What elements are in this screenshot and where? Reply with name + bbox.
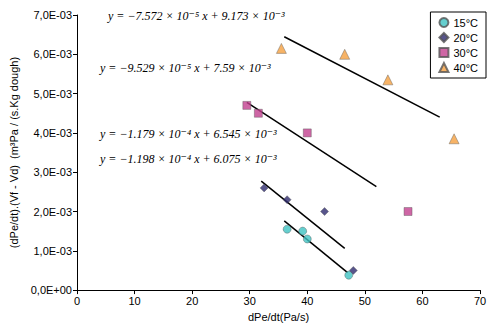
svg-text:50: 50 [359, 295, 371, 307]
svg-text:5,0E-03: 5,0E-03 [33, 88, 72, 100]
svg-text:20°C: 20°C [453, 32, 478, 44]
svg-text:70: 70 [474, 295, 486, 307]
svg-text:15°C: 15°C [453, 17, 478, 29]
svg-text:y = −1.179 × 10⁻⁴ x + 6.545 ×: y = −1.179 × 10⁻⁴ x + 6.545 × 10⁻³ [99, 127, 277, 141]
svg-text:y = −1.198 × 10⁻⁴ x + 6.075 ×: y = −1.198 × 10⁻⁴ x + 6.075 × 10⁻³ [99, 152, 277, 166]
svg-text:4,0E-03: 4,0E-03 [33, 127, 72, 139]
svg-text:30: 30 [244, 295, 256, 307]
svg-text:30°C: 30°C [453, 47, 478, 59]
svg-text:7,0E-03: 7,0E-03 [33, 9, 72, 21]
svg-text:(dPe/dt).(Vf - Vd) (m³Pa / (s: (dPe/dt).(Vf - Vd) (m³Pa / (s.Kg dough) [8, 57, 20, 248]
svg-text:10: 10 [128, 295, 140, 307]
svg-text:60: 60 [416, 295, 428, 307]
svg-text:y = −7.572 × 10⁻⁵ x + 9.173 ×: y = −7.572 × 10⁻⁵ x + 9.173 × 10⁻³ [107, 9, 285, 23]
svg-text:20: 20 [186, 295, 198, 307]
svg-text:6,0E-03: 6,0E-03 [33, 48, 72, 60]
svg-text:y = −9.529 × 10⁻⁵ x + 7.59 × 1: y = −9.529 × 10⁻⁵ x + 7.59 × 10⁻³ [99, 61, 271, 75]
svg-text:40: 40 [301, 295, 313, 307]
svg-text:1,0E-03: 1,0E-03 [33, 245, 72, 257]
svg-text:3,0E-03: 3,0E-03 [33, 166, 72, 178]
svg-text:dPe/dt(Pa/s): dPe/dt(Pa/s) [248, 311, 309, 323]
svg-text:0: 0 [74, 295, 80, 307]
svg-text:40°C: 40°C [453, 62, 478, 74]
svg-text:0,0E+00: 0,0E+00 [31, 284, 72, 296]
svg-text:2,0E-03: 2,0E-03 [33, 206, 72, 218]
